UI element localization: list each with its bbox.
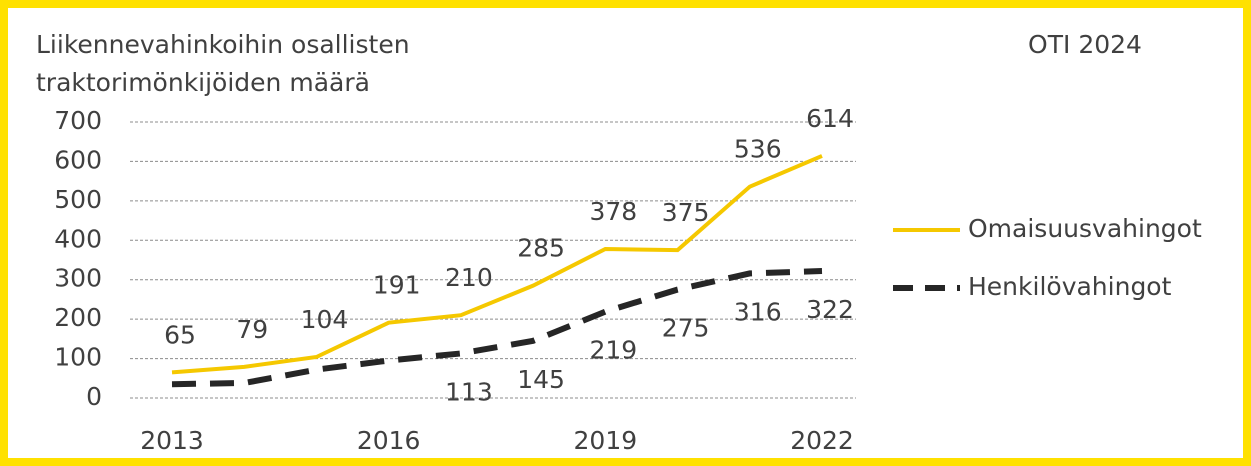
data-label: 104 bbox=[301, 305, 349, 334]
series-line bbox=[171, 154, 823, 375]
y-tick-label: 200 bbox=[54, 303, 102, 332]
data-label: 191 bbox=[373, 271, 421, 300]
chart-title: Liikennevahinkoihin osallisten bbox=[36, 30, 410, 59]
y-tick-label: 600 bbox=[54, 145, 102, 174]
data-label: 79 bbox=[236, 315, 268, 344]
data-label: 316 bbox=[734, 297, 782, 326]
data-label: 322 bbox=[806, 295, 854, 324]
data-label: 65 bbox=[164, 320, 196, 349]
data-label: 536 bbox=[734, 135, 782, 164]
chart-title: traktorimönkijöiden määrä bbox=[36, 68, 370, 97]
annotation: OTI 2024 bbox=[1028, 30, 1142, 59]
data-label: 210 bbox=[445, 263, 493, 292]
data-label: 378 bbox=[589, 197, 637, 226]
y-tick-label: 0 bbox=[86, 382, 102, 411]
x-tick-label: 2022 bbox=[790, 426, 854, 455]
y-tick-label: 300 bbox=[54, 264, 102, 293]
data-label: 219 bbox=[589, 336, 637, 365]
y-tick-label: 100 bbox=[54, 343, 102, 372]
y-tick-label: 500 bbox=[54, 185, 102, 214]
series-line bbox=[171, 268, 823, 388]
data-label: 614 bbox=[806, 104, 854, 133]
data-label: 113 bbox=[445, 377, 493, 406]
data-label: 285 bbox=[517, 234, 565, 263]
x-tick-label: 2013 bbox=[140, 426, 204, 455]
x-tick-label: 2019 bbox=[574, 426, 638, 455]
x-tick-label: 2016 bbox=[357, 426, 421, 455]
data-label: 145 bbox=[517, 365, 565, 394]
y-tick-label: 400 bbox=[54, 224, 102, 253]
y-tick-label: 700 bbox=[54, 106, 102, 135]
legend-label: Omaisuusvahingot bbox=[968, 214, 1202, 243]
data-label: 275 bbox=[662, 314, 710, 343]
data-label: 375 bbox=[662, 198, 710, 227]
legend-label: Henkilövahingot bbox=[968, 272, 1172, 301]
